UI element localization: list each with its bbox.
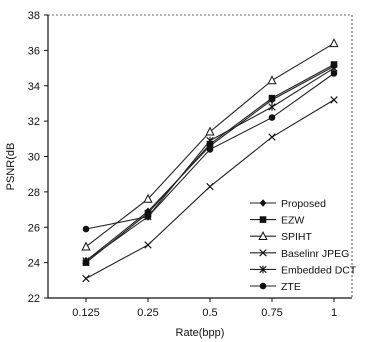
legend-label-baselinr-jpeg: Baselinr JPEG	[281, 248, 349, 260]
x-tick-label: 0.75	[261, 307, 282, 319]
legend-marker-embedded-dct	[259, 265, 267, 274]
y-tick-label: 22	[28, 293, 40, 305]
x-tick-label: 0.25	[137, 307, 158, 319]
legend-label-ezw: EZW	[281, 215, 304, 227]
data-point-spiht	[81, 241, 91, 251]
data-point-baselinr-jpeg	[144, 241, 152, 249]
data-point-spiht	[267, 75, 277, 85]
data-point-baselinr-jpeg	[82, 274, 90, 283]
legend-marker-ezw	[259, 216, 267, 223]
data-point-zte	[144, 213, 152, 220]
data-point-zte	[268, 114, 276, 121]
x-tick-label: 0.125	[72, 307, 100, 319]
data-point-baselinr-jpeg	[330, 96, 338, 104]
legend-label-proposed: Proposed	[281, 198, 326, 210]
y-tick-label: 30	[28, 152, 40, 164]
data-point-baselinr-jpeg	[268, 133, 276, 141]
y-tick-label: 24	[28, 258, 40, 270]
legend-marker-zte	[259, 282, 267, 290]
x-tick-label: 1	[331, 307, 337, 319]
legend-marker-spiht	[258, 231, 268, 240]
data-point-ezw	[268, 94, 276, 102]
y-tick-label: 32	[28, 116, 40, 128]
legend-marker-baselinr-jpeg	[259, 249, 267, 257]
y-tick-label: 26	[28, 222, 40, 234]
y-tick-label: 34	[28, 81, 40, 93]
y-tick-label: 28	[28, 187, 40, 199]
legend-label-embedded-dct: Embedded DCT	[281, 264, 357, 276]
data-point-zte	[82, 225, 90, 233]
data-point-embedded-dct	[206, 136, 214, 145]
x-axis-title: Rate(bpp)	[176, 327, 225, 339]
data-point-spiht	[143, 193, 153, 203]
data-point-embedded-dct	[268, 103, 276, 111]
data-point-embedded-dct	[82, 257, 90, 265]
x-tick-label: 0.5	[202, 307, 217, 319]
data-point-spiht	[329, 38, 339, 48]
data-point-zte	[330, 70, 338, 77]
legend-marker-proposed	[259, 199, 267, 207]
y-axis-title: PSNR(dB	[5, 143, 17, 191]
legend-label-spiht: SPIHT	[281, 231, 313, 243]
data-point-zte	[206, 146, 214, 153]
data-point-spiht	[205, 126, 215, 136]
legend-label-zte: ZTE	[281, 281, 301, 293]
data-point-baselinr-jpeg	[206, 182, 214, 191]
y-tick-label: 38	[28, 10, 40, 22]
y-tick-label: 36	[28, 45, 40, 57]
